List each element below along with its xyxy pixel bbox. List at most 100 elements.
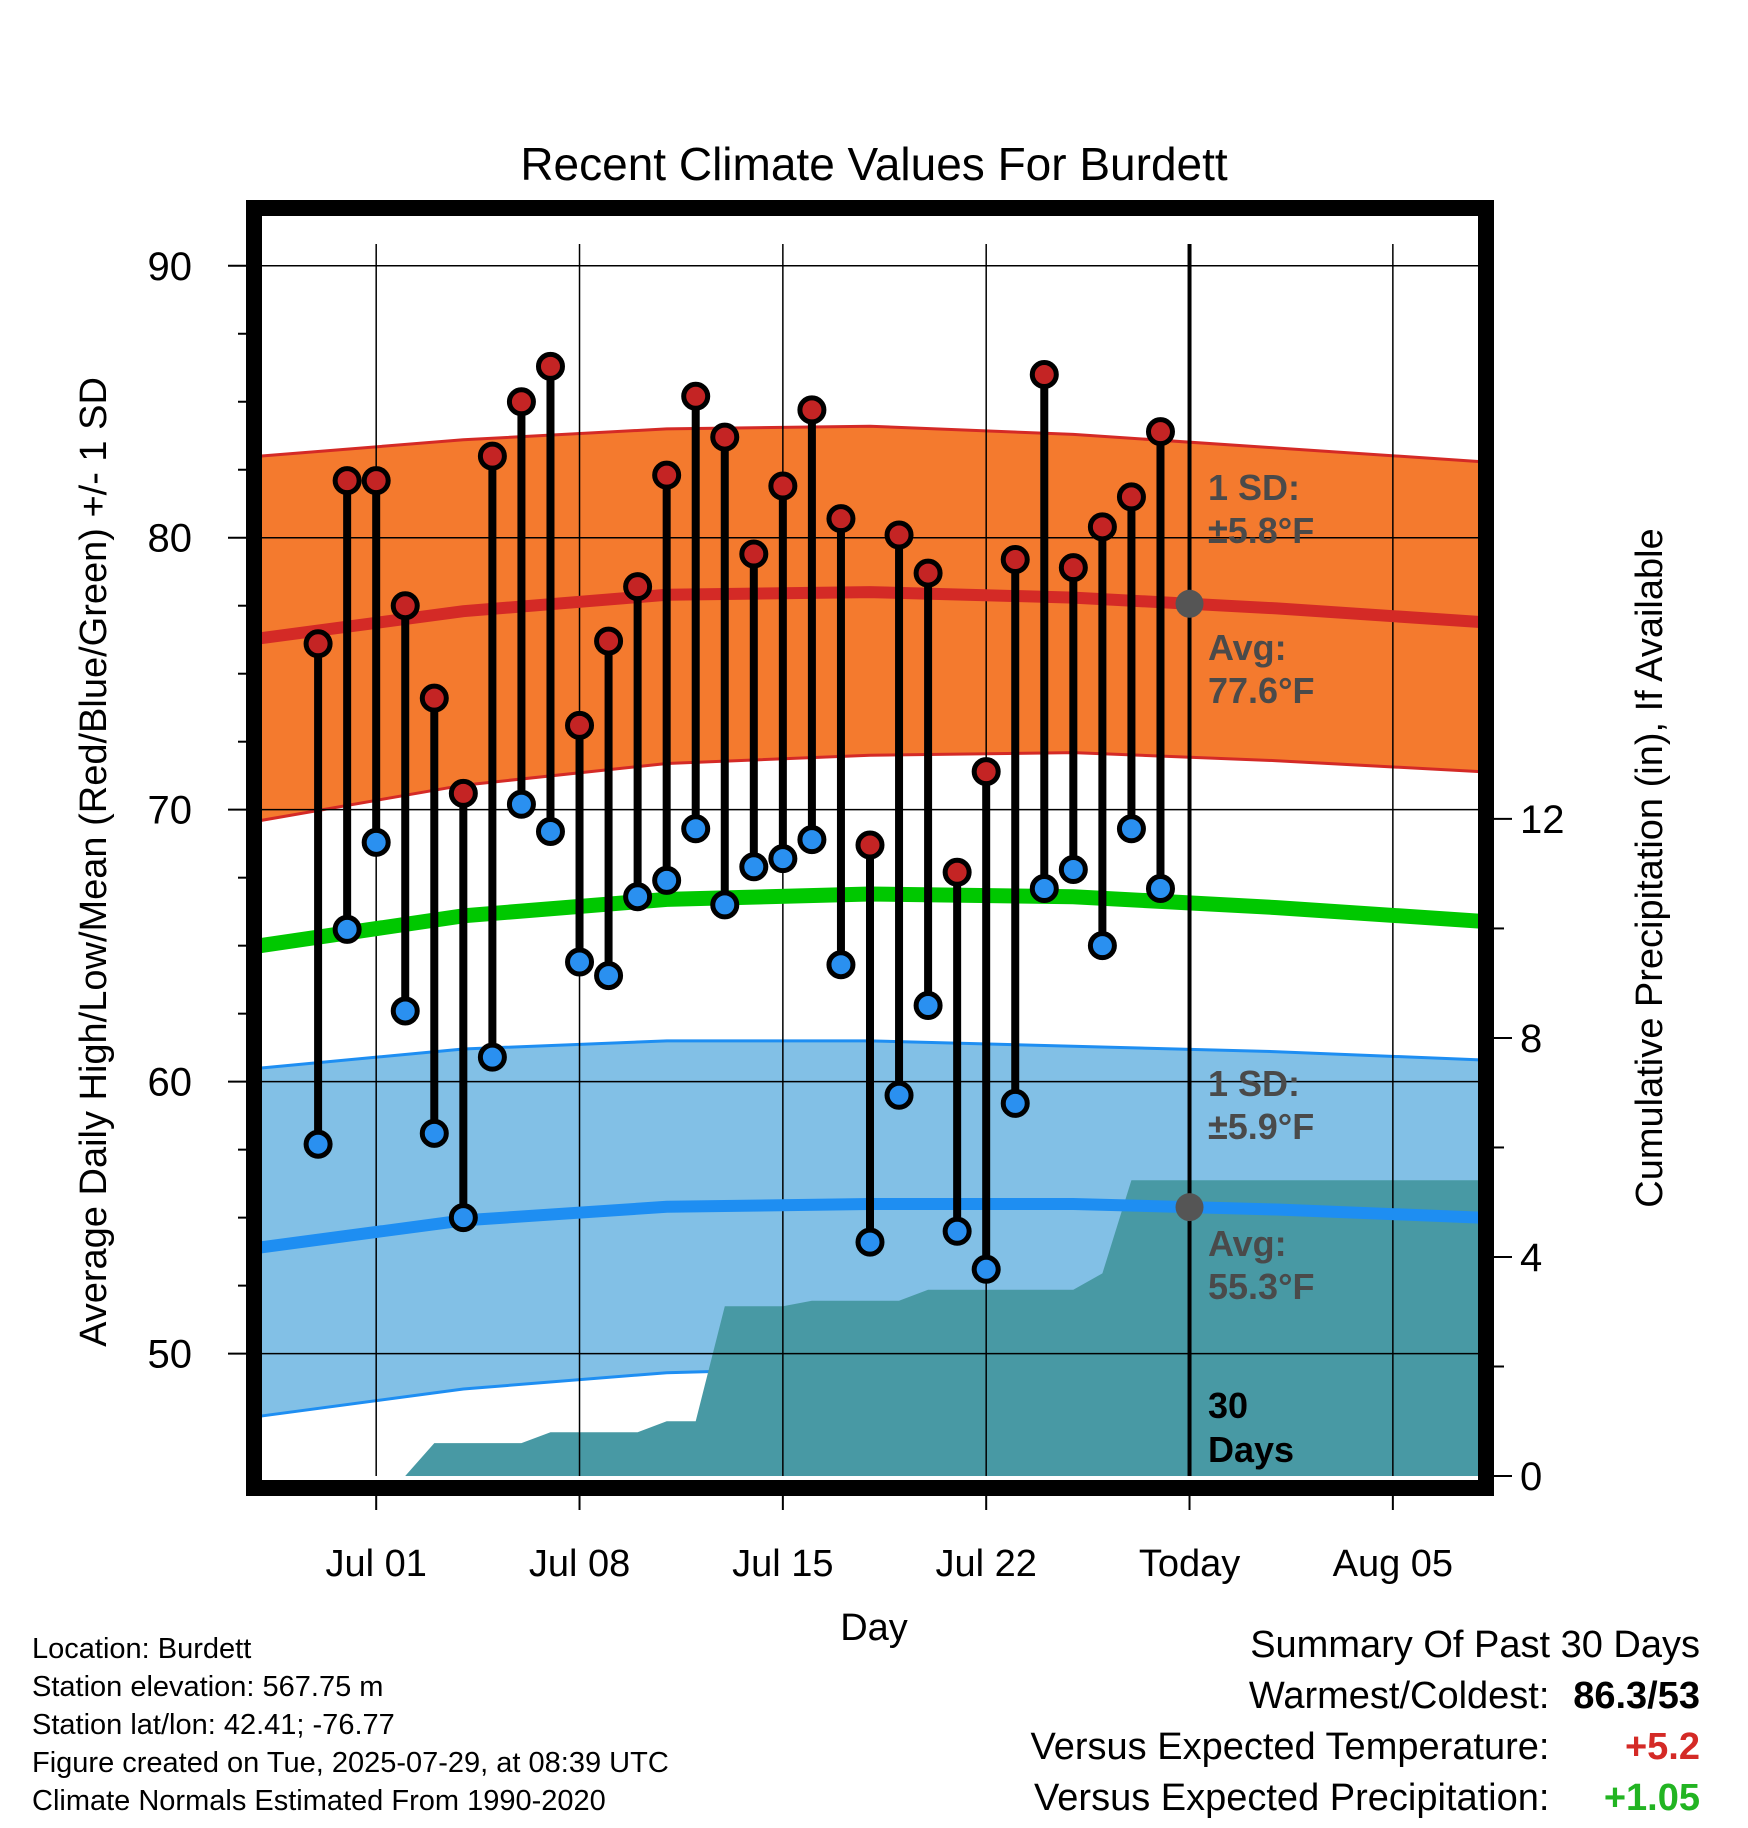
daily-high-point xyxy=(1000,544,1030,574)
daily-low-point xyxy=(565,947,595,977)
summary-precip-value: +1.05 xyxy=(1603,1777,1700,1819)
daily-low-point xyxy=(390,996,420,1026)
daily-high-point xyxy=(303,629,333,659)
daily-low-point xyxy=(1029,874,1059,904)
x-tick-label: Jul 22 xyxy=(935,1543,1036,1585)
low-sd-label: 1 SD: xyxy=(1208,1063,1300,1104)
daily-high-point xyxy=(797,395,827,425)
footer-created: Figure created on Tue, 2025-07-29, at 08… xyxy=(32,1747,669,1779)
daily-high-point xyxy=(565,710,595,740)
high-avg-value: 77.6°F xyxy=(1208,670,1314,711)
summary-precip-label: Versus Expected Precipitation: xyxy=(1034,1777,1550,1819)
daily-low-point xyxy=(1000,1088,1030,1118)
x-tick-label: Aug 05 xyxy=(1333,1543,1453,1585)
daily-high-point xyxy=(971,757,1001,787)
daily-high-point xyxy=(477,441,507,471)
summary-title: Summary Of Past 30 Days xyxy=(1250,1624,1700,1666)
daily-high-point xyxy=(884,520,914,550)
daily-high-point xyxy=(361,466,391,496)
daily-low-point xyxy=(623,882,653,912)
daily-low-point xyxy=(971,1254,1001,1284)
y2-tick-label: 8 xyxy=(1520,1017,1542,1061)
footer-normals: Climate Normals Estimated From 1990-2020 xyxy=(32,1785,606,1817)
high-sd-label: 1 SD: xyxy=(1208,467,1300,508)
y2-axis-label: Cumulative Precipitation (in), If Availa… xyxy=(1629,528,1671,1207)
y-tick-label: 80 xyxy=(148,517,193,561)
daily-high-point xyxy=(826,504,856,534)
today-low-normal-dot xyxy=(1175,1193,1204,1222)
footer-latlon: Station lat/lon: 42.41; -76.77 xyxy=(32,1709,395,1741)
daily-low-point xyxy=(768,844,798,874)
y2-tick-label: 0 xyxy=(1520,1455,1542,1499)
daily-low-point xyxy=(913,991,943,1021)
daily-low-point xyxy=(1116,814,1146,844)
daily-high-point xyxy=(506,387,536,417)
daily-high-point xyxy=(942,857,972,887)
daily-low-point xyxy=(797,825,827,855)
daily-high-point xyxy=(855,830,885,860)
y2-tick-label: 12 xyxy=(1520,798,1565,842)
daily-high-point xyxy=(535,351,565,381)
daily-high-point xyxy=(594,626,624,656)
summary-temp-value: +5.2 xyxy=(1624,1726,1700,1768)
high-avg-label: Avg: xyxy=(1208,627,1287,668)
plot-frame xyxy=(246,200,1494,1496)
summary-warmest-label: Warmest/Coldest: xyxy=(1248,1675,1550,1717)
summary-temp-row: Versus Expected Temperature: +5.2 xyxy=(1031,1726,1700,1769)
daily-high-point xyxy=(1145,417,1175,447)
daily-high-point xyxy=(1087,512,1117,542)
high-sd-upper-edge xyxy=(259,424,1481,464)
daily-high-point xyxy=(1116,482,1146,512)
y-tick-label: 70 xyxy=(148,789,193,833)
low-avg-label: Avg: xyxy=(1208,1223,1287,1264)
daily-high-point xyxy=(652,460,682,490)
low-avg-value: 55.3°F xyxy=(1208,1266,1314,1307)
summary-precip-row: Versus Expected Precipitation: +1.05 xyxy=(1034,1777,1700,1820)
daily-low-point xyxy=(477,1042,507,1072)
daily-low-point xyxy=(419,1118,449,1148)
daily-high-point xyxy=(623,572,653,602)
daily-high-point xyxy=(390,591,420,621)
daily-low-point xyxy=(535,816,565,846)
daily-low-point xyxy=(681,814,711,844)
daily-high-point xyxy=(332,466,362,496)
daily-high-point xyxy=(1058,553,1088,583)
low-sd-value: ±5.9°F xyxy=(1208,1106,1314,1147)
daily-low-point xyxy=(332,914,362,944)
daily-low-point xyxy=(855,1227,885,1257)
footer-elevation: Station elevation: 567.75 m xyxy=(32,1671,384,1703)
daily-high-point xyxy=(739,539,769,569)
precip-area xyxy=(405,1180,1481,1476)
daily-low-point xyxy=(594,961,624,991)
daily-low-point xyxy=(1058,855,1088,885)
high-sd-value: ±5.8°F xyxy=(1208,510,1314,551)
days-count: 30 xyxy=(1208,1385,1248,1426)
y2-tick-label: 4 xyxy=(1520,1236,1542,1280)
daily-low-point xyxy=(506,789,536,819)
x-tick-label: Jul 08 xyxy=(529,1543,630,1585)
daily-low-point xyxy=(1145,874,1175,904)
daily-low-point xyxy=(942,1216,972,1246)
x-tick-label: Today xyxy=(1139,1543,1240,1585)
daily-high-point xyxy=(913,558,943,588)
daily-high-point xyxy=(768,471,798,501)
high-normal-line xyxy=(259,586,1481,645)
daily-low-point xyxy=(361,827,391,857)
daily-high-point xyxy=(1029,360,1059,390)
today-high-normal-dot xyxy=(1175,589,1204,618)
footer-location: Location: Burdett xyxy=(32,1633,252,1665)
daily-low-point xyxy=(739,852,769,882)
y-tick-label: 60 xyxy=(148,1061,193,1105)
daily-high-point xyxy=(448,778,478,808)
daily-low-point xyxy=(884,1080,914,1110)
y-tick-label: 50 xyxy=(148,1333,193,1377)
summary-temp-label: Versus Expected Temperature: xyxy=(1030,1726,1550,1768)
daily-high-point xyxy=(681,381,711,411)
y-tick-label: 90 xyxy=(148,245,193,289)
x-tick-label: Jul 01 xyxy=(325,1543,426,1585)
y-axis-label: Average Daily High/Low/Mean (Red/Blue/Gr… xyxy=(73,377,115,1347)
summary-warmest-row: Warmest/Coldest: 86.3/53 xyxy=(1249,1675,1700,1718)
summary-warmest-value: 86.3/53 xyxy=(1573,1675,1700,1717)
high-sd-band xyxy=(260,426,1480,821)
